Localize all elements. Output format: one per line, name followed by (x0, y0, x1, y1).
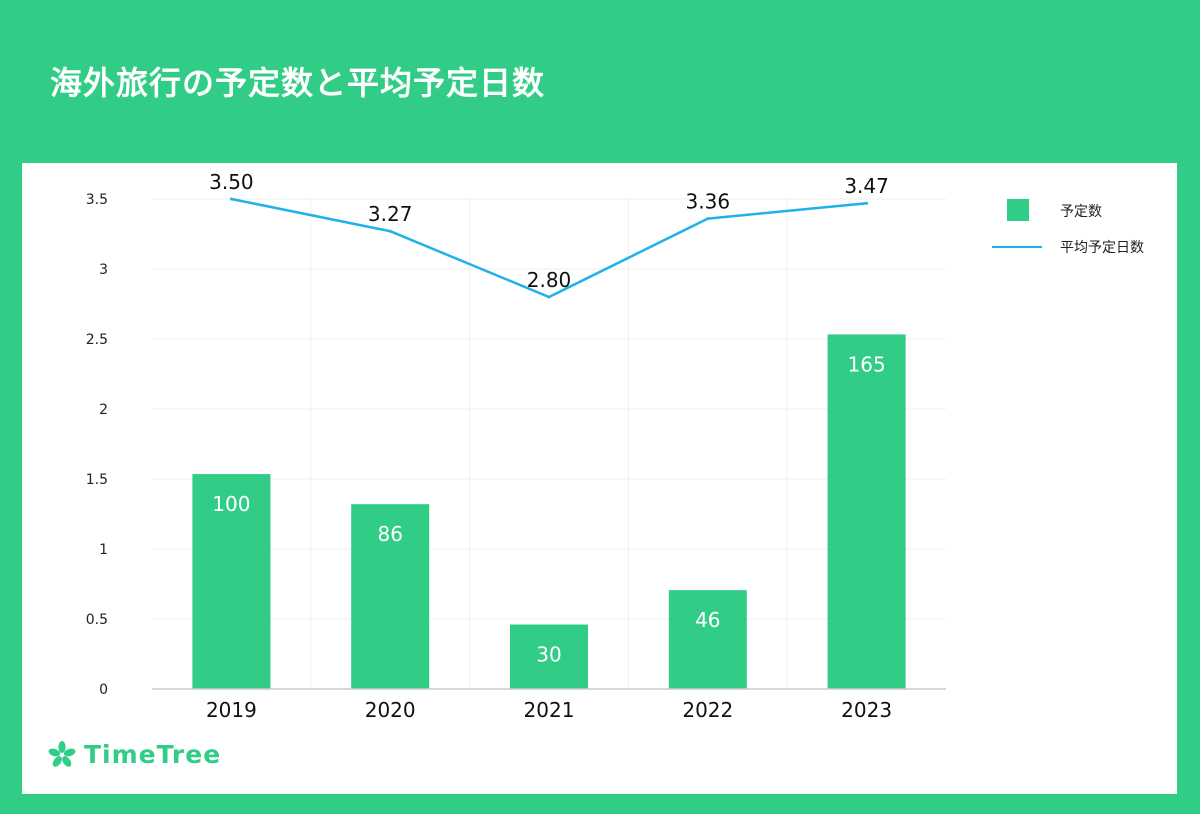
bar-2021 (510, 624, 588, 689)
line-point-2023 (865, 201, 869, 205)
legend-label-bar: 予定数 (1060, 204, 1102, 220)
bar-series (192, 334, 906, 689)
bar-2023 (827, 334, 906, 689)
legend: 予定数 平均予定日数 (992, 199, 1144, 256)
bar-value-label: 100 (212, 492, 250, 516)
page-title: 海外旅行の予定数と平均予定日数 (50, 64, 546, 102)
line-point-2021 (547, 295, 551, 299)
line-point-2019 (229, 197, 233, 201)
y-tick-label: 3.5 (86, 192, 108, 208)
legend-swatch-bar (1007, 199, 1029, 221)
brand-name: TimeTree (84, 740, 222, 769)
bar-value-label: 46 (695, 608, 720, 632)
y-tick-label: 0 (99, 682, 108, 698)
x-tick-label: 2023 (841, 698, 892, 722)
y-tick-label: 1.5 (86, 472, 108, 488)
line-value-label: 3.50 (209, 170, 254, 194)
line-point-2022 (706, 217, 710, 221)
chart-panel: 0 0.5 1 1.5 2 2.5 3 3.5 100 86 30 46 165 2019 2020 20… (22, 163, 1177, 794)
leaf-icon (48, 740, 76, 767)
line-point-2020 (388, 229, 392, 233)
y-tick-label: 3 (99, 262, 108, 278)
y-axis: 0 0.5 1 1.5 2 2.5 3 3.5 (86, 192, 108, 698)
bar-value-label: 30 (536, 643, 561, 667)
line-value-label: 3.47 (844, 174, 889, 198)
line-value-label: 3.27 (368, 202, 413, 226)
bar-2022 (668, 590, 747, 689)
y-tick-label: 2 (99, 402, 108, 418)
bar-value-label: 86 (377, 522, 402, 546)
x-tick-label: 2022 (682, 698, 733, 722)
bar-2020 (351, 504, 430, 689)
y-tick-label: 2.5 (86, 332, 108, 348)
x-tick-label: 2021 (524, 698, 575, 722)
timetree-logo: TimeTree (48, 740, 221, 769)
line-value-label: 2.80 (527, 268, 572, 292)
line-series: 3.50 3.27 2.80 3.36 3.47 (209, 170, 889, 299)
line-value-label: 3.36 (686, 190, 731, 214)
legend-label-line: 平均予定日数 (1060, 240, 1144, 256)
x-tick-label: 2020 (365, 698, 416, 722)
y-tick-label: 0.5 (86, 612, 108, 628)
y-tick-label: 1 (99, 542, 108, 558)
x-axis: 2019 2020 2021 2022 2023 (206, 698, 892, 722)
bar-value-label: 165 (848, 352, 886, 376)
grid-lines (152, 198, 946, 689)
bar-labels: 100 86 30 46 165 (212, 352, 885, 666)
x-tick-label: 2019 (206, 698, 257, 722)
bar-2019 (192, 474, 271, 689)
